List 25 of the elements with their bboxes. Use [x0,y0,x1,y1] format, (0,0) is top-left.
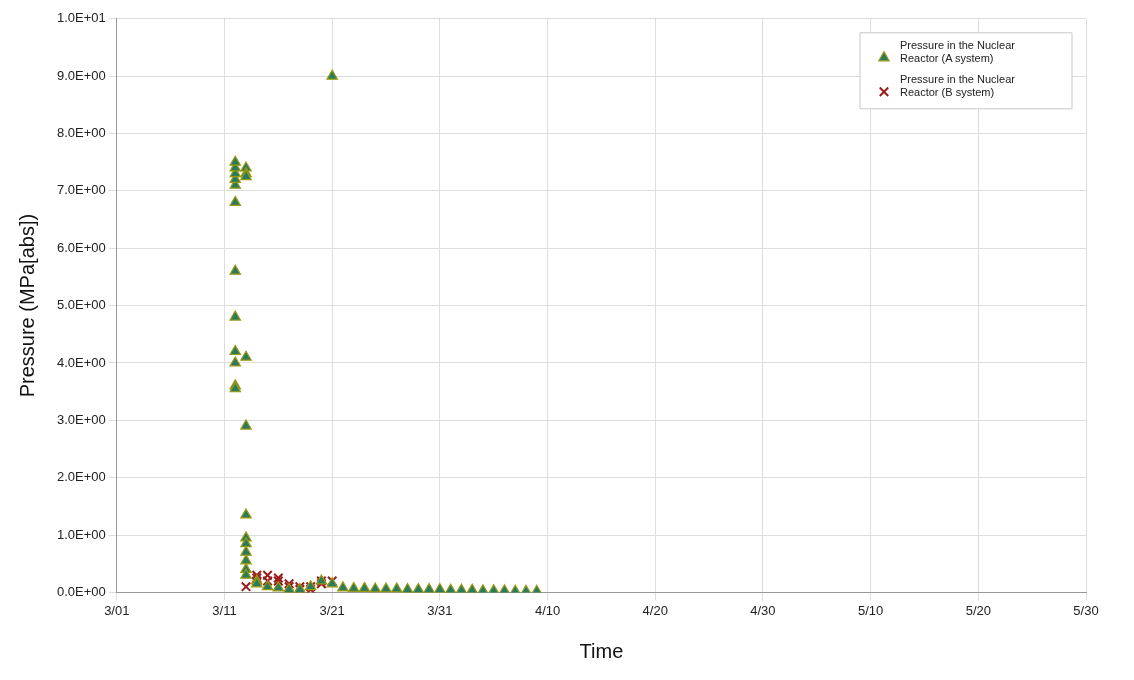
y-tick-label: 3.0E+00 [57,411,106,427]
x-tick-label: 3/01 [104,602,130,618]
legend-label: Pressure in the Nuclear Reactor (B system) [900,73,1016,99]
x-axis-title: Time [579,639,624,662]
y-tick-label: 6.0E+00 [57,239,106,255]
y-tick-label: 7.0E+00 [57,182,106,198]
y-tick-label: 8.0E+00 [57,125,106,141]
legend-label: Pressure in the Nuclear Reactor (A system) [900,39,1016,65]
y-tick-label: 2.0E+00 [57,469,106,485]
y-tick-label: 1.0E+00 [57,526,106,542]
y-tick-label: 0.0E+00 [57,583,106,599]
y-tick-label: 9.0E+00 [57,67,106,83]
x-tick-label: 3/31 [427,602,453,618]
x-tick-label: 5/10 [857,602,884,618]
x-tick-label: 3/11 [212,602,237,618]
x-tick-label: 5/20 [965,602,991,618]
x-tick-label: 4/10 [534,602,561,618]
y-tick-label: 4.0E+00 [57,354,106,370]
x-tick-label: 5/30 [1073,602,1099,618]
x-tick-label: 4/30 [750,602,776,618]
y-tick-label: 1.0E+01 [57,10,106,26]
x-tick-label: 4/20 [642,602,668,618]
y-axis-title: Pressure (MPa[abs]) [15,213,38,398]
x-tick-label: 3/21 [319,602,345,618]
y-tick-label: 5.0E+00 [57,297,106,313]
